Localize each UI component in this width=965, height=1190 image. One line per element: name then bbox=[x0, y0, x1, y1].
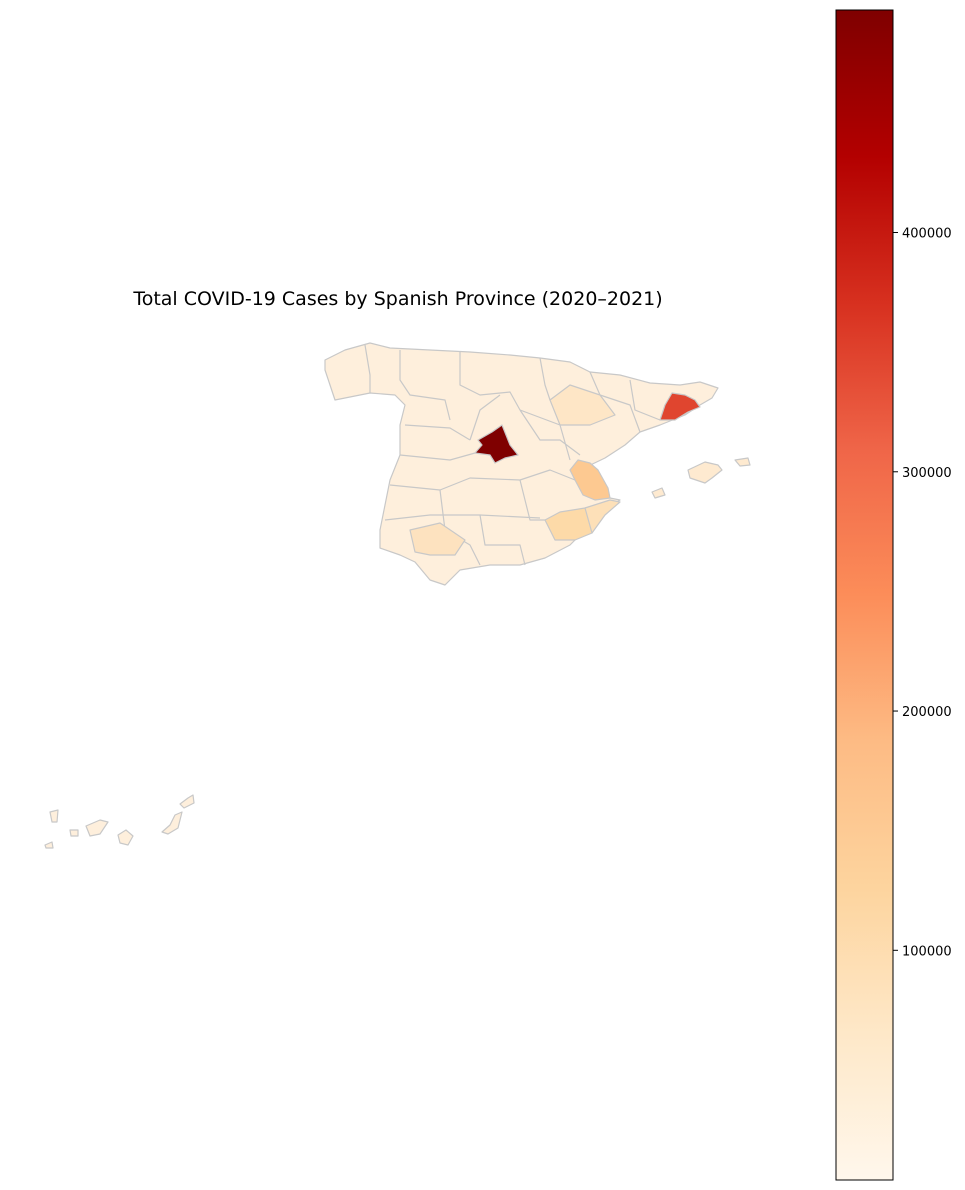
region-mallorca bbox=[687, 461, 723, 484]
chart-title: Total COVID-19 Cases by Spanish Province… bbox=[133, 288, 663, 310]
region-zaragoza bbox=[549, 384, 616, 426]
colorbar-gradient bbox=[835, 9, 894, 1181]
region-sevilla bbox=[409, 522, 466, 556]
region-canary-islands bbox=[44, 794, 195, 849]
colorbar-tick-label: 300000 bbox=[902, 466, 952, 481]
region-madrid bbox=[474, 424, 519, 464]
region-ibiza bbox=[651, 487, 666, 499]
region-barcelona bbox=[659, 392, 701, 421]
region-alicante bbox=[584, 499, 621, 534]
colorbar-tick-label: 400000 bbox=[902, 227, 952, 242]
region-valencia bbox=[569, 459, 611, 501]
colorbar-tick-label: 100000 bbox=[902, 944, 952, 959]
colorbar: 100000 200000 300000 400000 bbox=[835, 9, 952, 1181]
region-mainland bbox=[324, 342, 719, 586]
colorbar-tick-label: 200000 bbox=[902, 705, 952, 720]
region-menorca bbox=[734, 457, 751, 467]
